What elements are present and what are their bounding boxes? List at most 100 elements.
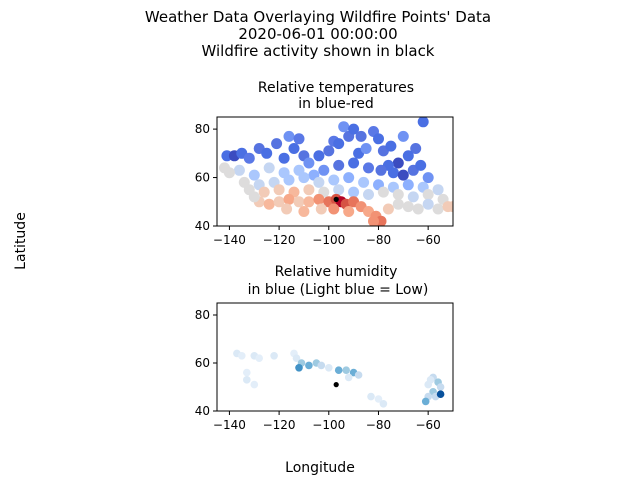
- data-point: [382, 203, 394, 215]
- y-axis-label: Latitude: [13, 212, 29, 270]
- data-point: [281, 203, 293, 215]
- temperature-title-line-1: Relative temperatures: [258, 80, 414, 96]
- data-point: [283, 130, 295, 142]
- data-point: [348, 123, 360, 135]
- data-point: [258, 186, 270, 198]
- data-point: [387, 167, 399, 179]
- data-point: [298, 206, 310, 217]
- data-point: [248, 191, 260, 203]
- x-tick-label: −60: [415, 233, 440, 247]
- plot-frame: [216, 116, 454, 227]
- data-point: [255, 354, 263, 363]
- x-tick-label: −80: [366, 418, 391, 432]
- data-point: [334, 366, 343, 375]
- data-point: [385, 140, 397, 152]
- y-tick-label: 60: [195, 171, 210, 185]
- x-tick-label: −140: [213, 233, 246, 247]
- x-axis-label: Longitude: [285, 460, 355, 476]
- data-point: [318, 164, 330, 176]
- data-point: [313, 176, 325, 188]
- data-point: [248, 169, 260, 181]
- data-point: [422, 172, 434, 184]
- data-point: [263, 162, 275, 174]
- y-tick-label: 60: [195, 356, 210, 370]
- data-point: [432, 203, 444, 215]
- data-point: [243, 376, 251, 384]
- data-point: [426, 376, 435, 384]
- data-point: [355, 130, 367, 142]
- data-point: [354, 371, 363, 379]
- data-point: [432, 184, 444, 196]
- data-point: [436, 390, 445, 399]
- data-point: [402, 201, 414, 213]
- data-point: [238, 352, 246, 360]
- figure-title-line-2: 2020-06-01 00:00:00: [238, 25, 397, 43]
- data-point: [360, 143, 372, 154]
- data-point: [374, 395, 383, 403]
- data-point: [421, 397, 430, 406]
- x-tick-label: −120: [263, 233, 296, 247]
- data-point: [303, 184, 315, 196]
- data-point: [348, 186, 360, 198]
- data-point: [415, 159, 427, 171]
- data-point: [328, 203, 340, 215]
- plot-frame: [216, 302, 454, 412]
- data-points: [233, 349, 445, 408]
- data-point: [219, 162, 230, 174]
- data-point: [397, 130, 409, 142]
- data-point: [313, 193, 325, 205]
- data-point: [263, 198, 275, 210]
- data-point: [402, 179, 414, 191]
- humidity-title-line-2: in blue (Light blue = Low): [248, 282, 429, 298]
- data-point: [233, 164, 245, 176]
- data-point: [250, 380, 259, 389]
- data-point: [348, 157, 360, 169]
- data-point: [313, 150, 325, 162]
- data-point: [436, 383, 445, 391]
- y-tick-label: 40: [195, 404, 210, 418]
- data-point: [270, 352, 278, 360]
- data-point: [402, 150, 414, 162]
- data-point: [317, 361, 326, 370]
- data-point: [392, 189, 404, 200]
- data-point: [367, 392, 375, 401]
- data-point: [379, 400, 388, 408]
- figure-title-line-3: Wildfire activity shown in black: [202, 42, 435, 60]
- data-point: [288, 143, 300, 154]
- data-point: [293, 133, 305, 145]
- y-tick-label: 80: [195, 122, 210, 136]
- x-tick-label: −100: [312, 233, 345, 247]
- data-point: [328, 174, 340, 186]
- data-point: [344, 373, 353, 382]
- x-tick-label: −100: [312, 418, 345, 432]
- data-point: [305, 361, 313, 370]
- data-point: [412, 203, 424, 215]
- data-point: [338, 121, 350, 133]
- temperature-title-line-2: in blue-red: [298, 96, 373, 112]
- data-point: [333, 184, 345, 196]
- y-tick-label: 40: [195, 219, 210, 233]
- data-point: [417, 117, 429, 128]
- data-point: [295, 364, 303, 372]
- data-point: [243, 152, 255, 164]
- data-point: [303, 157, 315, 169]
- wildfire-point: [333, 196, 339, 202]
- y-tick-label: 80: [195, 308, 210, 322]
- x-tick-label: −120: [263, 418, 296, 432]
- wildfire-point: [333, 382, 339, 388]
- temperature-plot: −140 −120 −100 −80 −60 40 60 80: [195, 116, 454, 247]
- data-point: [397, 169, 409, 181]
- data-point: [410, 143, 422, 154]
- data-point: [368, 215, 379, 226]
- data-point: [303, 196, 315, 208]
- x-tick-label: −140: [213, 418, 246, 432]
- data-point: [315, 203, 327, 215]
- data-point: [422, 198, 434, 210]
- data-point: [293, 196, 305, 208]
- data-point: [373, 133, 384, 145]
- data-point: [323, 145, 335, 157]
- data-point: [392, 157, 404, 169]
- humidity-title-line-1: Relative humidity: [275, 264, 398, 280]
- data-point: [343, 206, 355, 217]
